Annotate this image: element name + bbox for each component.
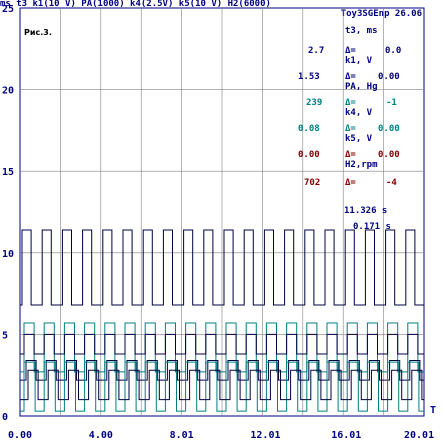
x-unit-label: T	[430, 405, 436, 416]
readout-name-k5: k5, V	[345, 134, 373, 144]
y-tick-label: 0	[2, 412, 8, 423]
readout-name-t3: t3, ms	[345, 26, 378, 36]
header-title: ms t3 k1(10 V) PA(1000) k4(2.5V) k5(10 V…	[0, 0, 271, 8]
readout-name-k4: k4, V	[345, 108, 373, 118]
cursor-time-1: 11.326 s	[344, 206, 388, 216]
x-tick-label: 12.01	[250, 430, 280, 441]
trace-line	[20, 333, 424, 355]
y-tick-label: 20	[2, 86, 14, 97]
readout-delta-h2: 0.00	[378, 150, 400, 160]
readout-name-h2: H2,rpm	[345, 160, 378, 170]
trace-line	[20, 229, 424, 306]
cursor-time-2: 0.171 s	[353, 222, 391, 232]
x-tick-label: 20.01	[404, 430, 434, 441]
figure-label: Рис.3.	[24, 28, 52, 37]
trace-line	[20, 361, 424, 412]
readout-value-k1: 2.7	[308, 46, 325, 56]
x-tick-label: 16.01	[331, 430, 361, 441]
readout-delta-label-extra: Δ=	[345, 178, 356, 188]
y-tick-label: 5	[2, 330, 8, 341]
y-tick-label: 10	[2, 249, 14, 260]
readout-value-extra: 702	[304, 178, 321, 188]
readout-delta-extra: -4	[386, 178, 397, 188]
readout-name-k1: k1, V	[345, 56, 373, 66]
readout-delta-pa: 0.00	[378, 72, 400, 82]
x-tick-label: 0.00	[8, 430, 32, 441]
readout-name-pa: PA, Hg	[345, 82, 378, 92]
x-tick-label: 8.01	[170, 430, 194, 441]
trace-line	[20, 369, 424, 401]
readout-delta-label-pa: Δ=	[345, 72, 356, 82]
readout-delta-label-k4: Δ=	[345, 98, 356, 108]
readout-delta-label-k1: Δ=	[345, 46, 356, 56]
y-tick-label: 25	[2, 4, 14, 15]
plot-traces	[20, 229, 424, 412]
x-axis-labels: 0.00 4.00 8.01 12.01 16.01 20.01 T	[8, 405, 436, 441]
readout-value-pa: 1.53	[298, 72, 320, 82]
header-subtitle: Toy3SGEnp 26.06	[340, 9, 422, 19]
readout-delta-k4: -1	[386, 98, 397, 108]
x-tick-label: 4.00	[89, 430, 113, 441]
readout-value-k5: 0.08	[298, 124, 320, 134]
readout-value-h2: 0.00	[298, 150, 320, 160]
readout-delta-label-h2: Δ=	[345, 150, 356, 160]
y-axis-labels: 25 20 15 10 5 0	[2, 4, 14, 423]
readout-delta-k1: 0.0	[385, 46, 402, 56]
readout-value-k4: 239	[306, 98, 323, 108]
readout-delta-k5: 0.00	[378, 124, 400, 134]
readout-delta-label-k5: Δ=	[345, 124, 356, 134]
y-tick-label: 15	[2, 167, 14, 178]
